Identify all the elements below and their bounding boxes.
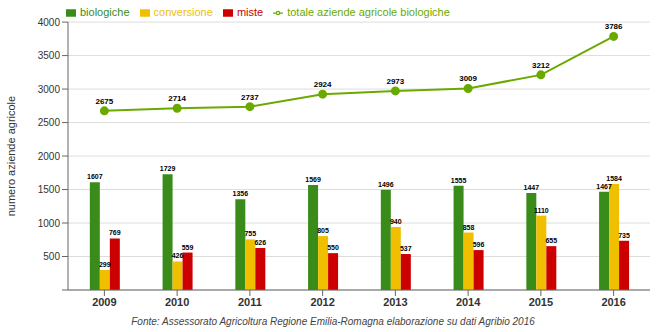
svg-text:805: 805 (317, 227, 329, 234)
svg-text:2924: 2924 (314, 80, 332, 89)
html-text:biologiche: biologiche (80, 6, 130, 18)
svg-text:500: 500 (43, 251, 60, 262)
svg-text:2500: 2500 (38, 117, 61, 128)
svg-text:550: 550 (327, 244, 339, 251)
svg-text:1467: 1467 (596, 183, 612, 190)
svg-text:4000: 4000 (38, 17, 61, 28)
svg-text:1569: 1569 (305, 176, 321, 183)
svg-text:426: 426 (172, 252, 184, 259)
svg-text:1110: 1110 (534, 207, 549, 214)
svg-text:940: 940 (390, 218, 402, 225)
svg-text:1356: 1356 (233, 190, 249, 197)
svg-text:2013: 2013 (383, 296, 407, 308)
svg-text:2015: 2015 (529, 296, 553, 308)
svg-text:3500: 3500 (38, 50, 61, 61)
svg-text:2010: 2010 (165, 296, 189, 308)
html-text:miste: miste (236, 6, 264, 18)
svg-text:1447: 1447 (524, 184, 540, 191)
svg-text:596: 596 (473, 241, 485, 248)
svg-text:2009: 2009 (92, 296, 116, 308)
svg-text:1607: 1607 (87, 173, 103, 180)
svg-text:537: 537 (400, 245, 412, 252)
svg-text:769: 769 (109, 229, 121, 236)
svg-text:2016: 2016 (601, 296, 625, 308)
svg-text:3009: 3009 (459, 74, 477, 83)
svg-text:2014: 2014 (456, 296, 481, 308)
html-text:conversione: conversione (153, 6, 213, 18)
svg-text:numero aziende agricole: numero aziende agricole (8, 96, 17, 216)
svg-text:1496: 1496 (378, 181, 394, 188)
html-text:totale aziende agricole biolog: totale aziende agricole biologiche (287, 6, 450, 18)
svg-text:2011: 2011 (238, 296, 262, 308)
svg-text:2675: 2675 (95, 97, 113, 106)
svg-text:735: 735 (618, 232, 630, 239)
svg-text:1555: 1555 (451, 177, 467, 184)
svg-text:755: 755 (244, 230, 256, 237)
svg-text:1729: 1729 (160, 165, 176, 172)
svg-text:858: 858 (463, 224, 475, 231)
svg-text:626: 626 (254, 239, 266, 246)
svg-text:2973: 2973 (386, 77, 404, 86)
svg-text:2737: 2737 (241, 93, 259, 102)
svg-text:299: 299 (99, 261, 111, 268)
html-text:Fonte: Assessorato Agricoltura: Fonte: Assessorato Agricoltura Regione E… (131, 316, 535, 327)
svg-text:3786: 3786 (605, 22, 623, 31)
svg-text:3000: 3000 (38, 84, 61, 95)
svg-text:2000: 2000 (38, 151, 61, 162)
svg-text:2012: 2012 (310, 296, 334, 308)
svg-text:1500: 1500 (38, 184, 61, 195)
svg-text:559: 559 (182, 244, 194, 251)
svg-text:1000: 1000 (38, 218, 61, 229)
svg-text:3212: 3212 (532, 61, 550, 70)
svg-text:655: 655 (545, 237, 557, 244)
svg-text:1584: 1584 (606, 175, 622, 182)
svg-text:2714: 2714 (168, 94, 186, 103)
